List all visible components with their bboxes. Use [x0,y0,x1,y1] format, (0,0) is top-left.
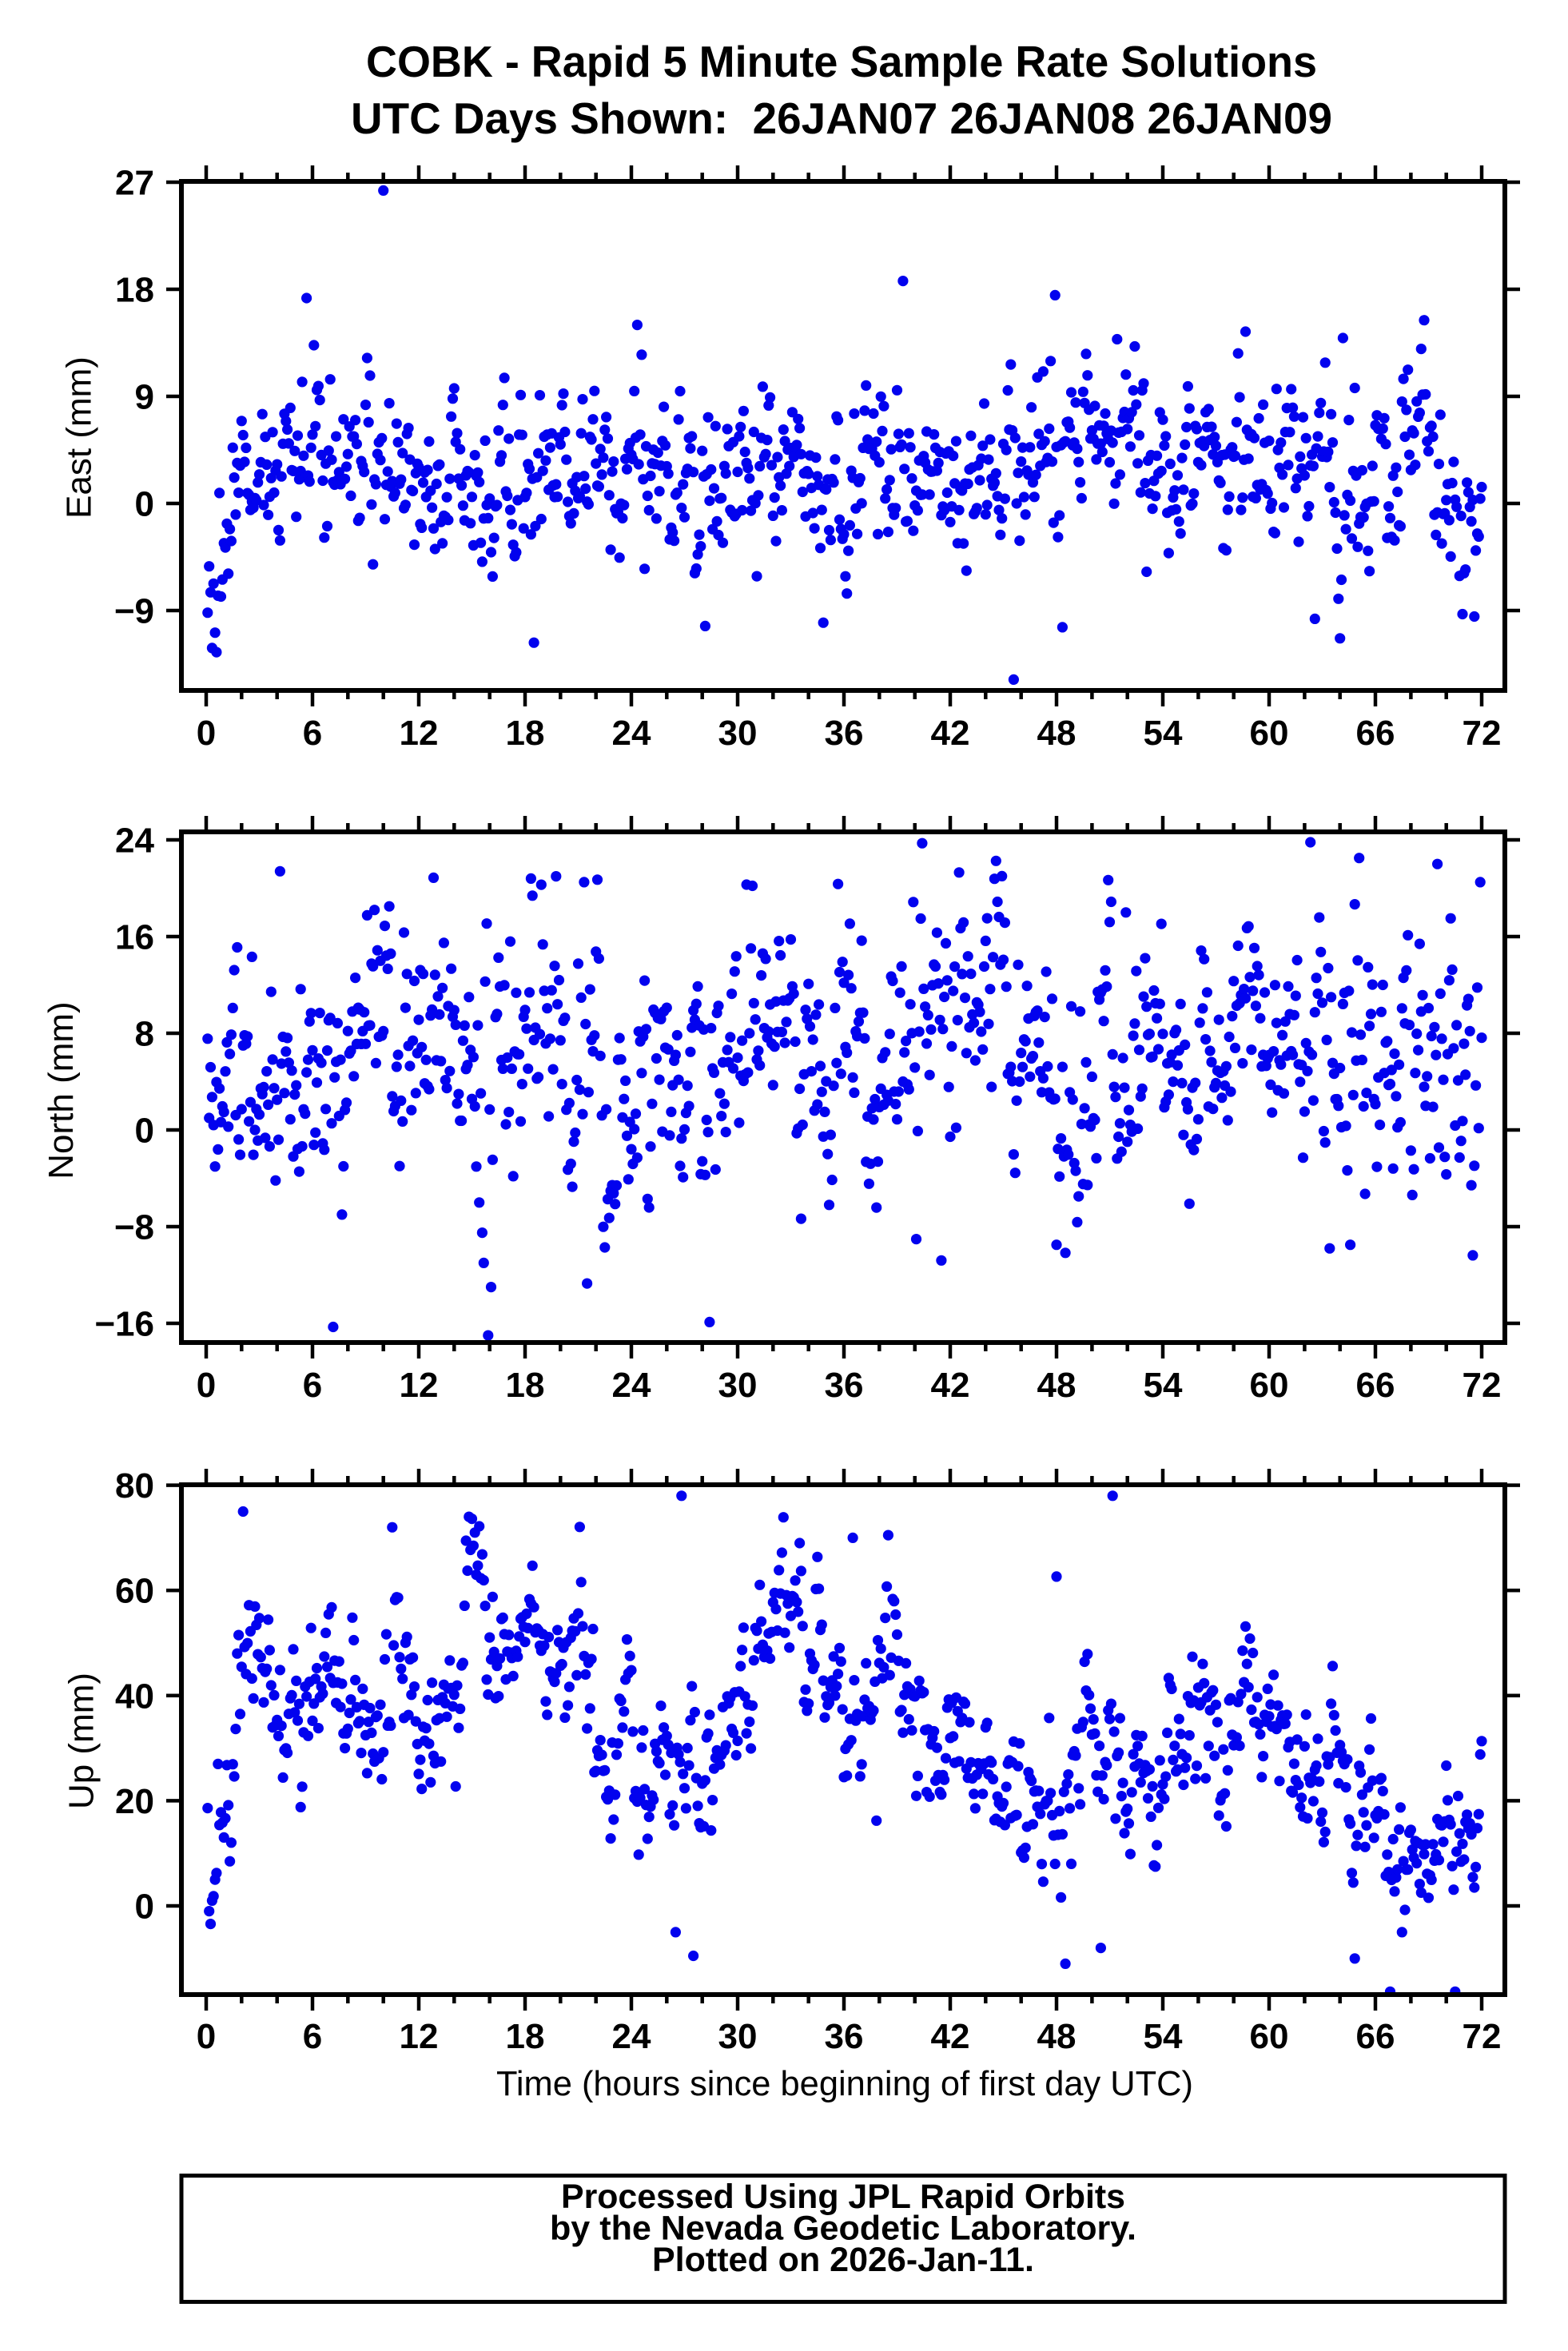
svg-text:Processed Using JPL Rapid Orbi: Processed Using JPL Rapid Orbits [561,2178,1125,2216]
svg-text:−8: −8 [114,1208,154,1247]
svg-text:COBK - Rapid 5 Minute Sample R: COBK - Rapid 5 Minute Sample Rate Soluti… [366,37,1317,86]
svg-text:48: 48 [1037,714,1077,753]
svg-text:6: 6 [303,2017,322,2056]
svg-text:60: 60 [1250,2017,1289,2056]
svg-text:16: 16 [115,918,154,957]
svg-text:18: 18 [506,2017,545,2056]
svg-text:80: 80 [115,1466,154,1506]
svg-text:42: 42 [931,714,970,753]
svg-text:30: 30 [718,2017,758,2056]
svg-text:0: 0 [197,1366,216,1405]
svg-text:40: 40 [115,1677,154,1716]
svg-text:24: 24 [612,1366,651,1405]
svg-text:54: 54 [1144,1366,1183,1405]
svg-text:54: 54 [1144,2017,1183,2056]
svg-text:66: 66 [1356,2017,1395,2056]
svg-text:42: 42 [931,1366,970,1405]
svg-text:36: 36 [825,2017,864,2056]
svg-text:24: 24 [612,2017,651,2056]
svg-text:Up (mm): Up (mm) [62,1673,101,1809]
svg-text:42: 42 [931,2017,970,2056]
svg-text:6: 6 [303,714,322,753]
svg-text:72: 72 [1463,1366,1502,1405]
svg-text:24: 24 [612,714,651,753]
svg-text:0: 0 [197,714,216,753]
svg-text:−9: −9 [114,592,154,631]
svg-text:66: 66 [1356,714,1395,753]
svg-text:UTC Days Shown: 26JAN07 26JAN: UTC Days Shown: 26JAN07 26JAN08 26JAN09 [351,93,1332,143]
svg-text:72: 72 [1463,714,1502,753]
svg-text:−16: −16 [94,1305,154,1344]
svg-text:72: 72 [1463,2017,1502,2056]
svg-text:Time (hours since beginning of: Time (hours since beginning of first day… [496,2064,1193,2103]
svg-text:36: 36 [825,714,864,753]
svg-text:27: 27 [115,163,154,202]
svg-text:30: 30 [718,1366,758,1405]
svg-text:12: 12 [400,2017,439,2056]
svg-text:0: 0 [135,485,154,524]
svg-text:60: 60 [1250,1366,1289,1405]
svg-text:60: 60 [115,1572,154,1611]
svg-text:24: 24 [115,821,154,861]
svg-text:48: 48 [1037,2017,1077,2056]
svg-text:18: 18 [506,714,545,753]
svg-text:18: 18 [115,270,154,309]
svg-text:9: 9 [135,377,154,416]
svg-text:12: 12 [400,714,439,753]
svg-text:0: 0 [135,1888,154,1927]
svg-text:66: 66 [1356,1366,1395,1405]
svg-text:12: 12 [400,1366,439,1405]
svg-text:60: 60 [1250,714,1289,753]
svg-text:0: 0 [197,2017,216,2056]
svg-text:30: 30 [718,714,758,753]
svg-text:0: 0 [135,1112,154,1151]
svg-text:36: 36 [825,1366,864,1405]
svg-text:8: 8 [135,1015,154,1054]
svg-text:East (mm): East (mm) [60,356,99,519]
svg-text:Plotted on 2026-Jan-11.: Plotted on 2026-Jan-11. [652,2242,1034,2279]
svg-text:18: 18 [506,1366,545,1405]
svg-text:48: 48 [1037,1366,1077,1405]
svg-text:54: 54 [1144,714,1183,753]
svg-text:North (mm): North (mm) [42,1001,81,1179]
svg-text:by the Nevada Geodetic Laborat: by the Nevada Geodetic Laboratory. [550,2210,1136,2248]
svg-text:6: 6 [303,1366,322,1405]
svg-text:20: 20 [115,1782,154,1821]
